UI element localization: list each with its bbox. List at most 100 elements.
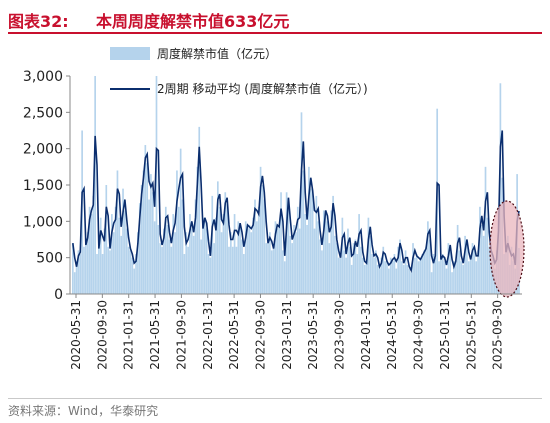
bar: [321, 250, 323, 294]
bar: [194, 199, 197, 294]
bar: [425, 246, 427, 294]
bar: [196, 166, 199, 294]
bar: [146, 163, 149, 294]
bar: [345, 257, 347, 294]
bar: [237, 221, 240, 294]
x-tick-label: 2021-09-30: [174, 300, 188, 370]
bar: [304, 214, 307, 294]
bar: [88, 206, 91, 294]
bar: [453, 261, 455, 294]
bar: [86, 232, 89, 294]
bar: [378, 268, 381, 294]
bar: [406, 264, 409, 294]
bar: [441, 254, 444, 294]
bar: [360, 246, 362, 294]
y-tick-label: 3,000: [23, 69, 63, 85]
bar: [218, 206, 221, 294]
y-tick-label: 2,500: [23, 105, 63, 121]
bar: [369, 235, 372, 294]
y-tick-label: 1,000: [23, 214, 63, 230]
bar: [365, 261, 368, 294]
bar: [261, 185, 264, 294]
bar: [190, 228, 193, 294]
bar: [176, 170, 178, 294]
figure-label: 图表32:: [8, 12, 69, 31]
bar: [341, 217, 344, 294]
bar: [391, 261, 394, 294]
bar: [469, 257, 472, 294]
bar: [99, 217, 102, 294]
bar: [133, 268, 136, 294]
x-tick-label: 2024-05-31: [385, 300, 399, 370]
bar: [382, 246, 385, 294]
bar: [447, 243, 450, 294]
bar: [475, 261, 478, 294]
bar: [103, 228, 106, 294]
bar: [466, 243, 468, 294]
bar: [85, 243, 87, 294]
bar: [443, 261, 446, 294]
x-tick-label: 2020-05-31: [69, 300, 83, 370]
bar: [92, 195, 95, 294]
bar: [138, 203, 141, 294]
bar: [488, 246, 491, 294]
bar: [233, 214, 236, 294]
bar: [352, 243, 355, 294]
bar: [417, 261, 420, 294]
bar: [363, 264, 366, 294]
x-tick-label: 2023-05-31: [306, 300, 320, 370]
bar: [401, 261, 403, 294]
bar: [265, 243, 267, 294]
bar: [151, 192, 154, 294]
bar: [454, 261, 457, 294]
bar: [423, 250, 426, 294]
bar: [462, 264, 465, 294]
bar: [118, 217, 121, 294]
x-tick-label: 2021-05-31: [148, 300, 162, 370]
bar: [348, 246, 351, 294]
bar: [172, 214, 175, 294]
bar: [270, 250, 273, 294]
footer-divider: [8, 398, 542, 399]
bar: [276, 228, 279, 294]
bar: [300, 112, 303, 294]
bar: [144, 145, 147, 294]
bar: [177, 206, 180, 294]
source-note: 资料来源：Wind，华泰研究: [8, 404, 159, 418]
recent-highlight-ellipse: [489, 200, 525, 298]
bar: [207, 254, 210, 294]
bar: [285, 192, 288, 294]
bar: [153, 221, 156, 294]
bar: [324, 210, 327, 294]
legend-bar-label: 周度解禁市值（亿元）: [157, 46, 277, 61]
x-tick-label: 2025-05-31: [464, 300, 478, 370]
bar: [408, 268, 411, 294]
bar: [142, 170, 145, 294]
bar: [388, 268, 390, 294]
bar: [246, 228, 249, 294]
bar: [308, 166, 310, 294]
bar: [330, 210, 333, 294]
bar: [263, 199, 266, 294]
bar: [192, 235, 195, 294]
bar: [317, 221, 320, 294]
bar: [322, 210, 325, 294]
legend-line-label: 2周期 移动平均 (周度解禁市值（亿元）): [157, 81, 368, 96]
bar: [380, 257, 383, 294]
bar: [282, 250, 284, 294]
bar: [428, 239, 431, 294]
bar: [473, 250, 476, 294]
bar: [157, 224, 160, 294]
legend-bar-swatch: [110, 47, 150, 60]
bar: [393, 254, 396, 294]
bar: [427, 221, 429, 294]
bar: [287, 203, 290, 294]
bar: [347, 228, 349, 294]
bar: [451, 272, 453, 294]
bar: [432, 254, 435, 294]
y-axis-ticks: 0 500 1,000 1,500 2,000 2,500 3,000: [23, 69, 70, 303]
bar: [371, 254, 373, 294]
bar: [361, 257, 364, 294]
bar: [449, 246, 452, 294]
bar: [499, 83, 502, 294]
